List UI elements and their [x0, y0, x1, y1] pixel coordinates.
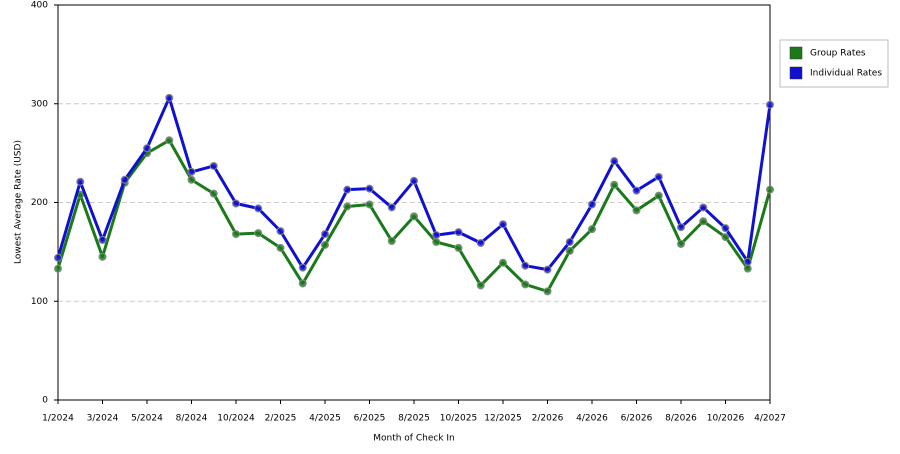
- x-tick-label: 2/2025: [265, 414, 297, 424]
- data-point: [165, 93, 174, 102]
- data-point: [521, 280, 530, 289]
- legend-label: Group Rates: [810, 49, 866, 59]
- data-point: [254, 204, 263, 213]
- data-point: [209, 161, 218, 170]
- data-point: [365, 200, 374, 209]
- data-point: [54, 253, 62, 262]
- data-point: [476, 281, 485, 290]
- x-tick-label: 3/2024: [87, 414, 119, 424]
- y-tick-label: 400: [31, 1, 48, 11]
- data-point: [610, 157, 619, 166]
- x-tick-label: 10/2025: [440, 414, 477, 424]
- data-point: [677, 239, 685, 248]
- data-point: [387, 203, 396, 212]
- data-point: [276, 227, 285, 236]
- data-point: [343, 202, 352, 211]
- x-tick-label: 1/2024: [42, 414, 74, 424]
- data-point: [565, 246, 574, 255]
- data-point: [721, 224, 730, 233]
- data-point: [588, 200, 596, 209]
- x-tick-label: 8/2024: [176, 414, 208, 424]
- y-tick-label: 300: [31, 99, 48, 109]
- data-point: [321, 230, 329, 239]
- x-tick-label: 6/2025: [354, 414, 386, 424]
- data-point: [743, 257, 752, 266]
- data-point: [677, 223, 685, 232]
- data-point: [699, 203, 708, 212]
- x-tick-label: 2/2026: [532, 414, 564, 424]
- data-point: [610, 180, 619, 189]
- data-point: [588, 225, 596, 234]
- x-axis-label: Month of Check In: [373, 434, 455, 444]
- data-point: [632, 186, 641, 195]
- data-point: [298, 279, 307, 288]
- data-point: [98, 252, 107, 261]
- data-point: [454, 243, 463, 252]
- x-tick-label: 4/2027: [754, 414, 786, 424]
- data-point: [543, 287, 552, 296]
- data-point: [543, 265, 552, 274]
- legend-swatch: [789, 46, 803, 60]
- legend-swatch: [789, 66, 803, 80]
- data-point: [232, 199, 240, 208]
- data-point: [410, 212, 418, 221]
- data-point: [298, 263, 307, 272]
- data-point: [254, 229, 263, 238]
- data-point: [454, 228, 463, 237]
- data-point: [54, 264, 62, 273]
- data-point: [654, 191, 663, 200]
- data-point: [521, 261, 530, 270]
- data-point: [365, 184, 374, 193]
- data-point: [76, 177, 85, 186]
- data-point: [143, 144, 151, 153]
- data-point: [499, 258, 507, 267]
- data-point: [766, 185, 774, 194]
- data-point: [654, 172, 663, 181]
- data-point: [209, 189, 218, 198]
- x-tick-label: 6/2026: [621, 414, 653, 424]
- data-point: [187, 167, 196, 176]
- legend-label: Individual Rates: [810, 69, 882, 79]
- data-point: [699, 217, 708, 226]
- data-point: [432, 231, 441, 240]
- y-axis-label: Lowest Average Rate (USD): [14, 140, 24, 264]
- x-tick-label: 12/2025: [484, 414, 521, 424]
- data-point: [120, 175, 129, 184]
- data-point: [766, 100, 774, 109]
- x-tick-label: 4/2025: [309, 414, 341, 424]
- data-point: [187, 175, 196, 184]
- data-point: [165, 136, 174, 145]
- data-point: [632, 206, 641, 215]
- x-tick-label: 10/2024: [217, 414, 255, 424]
- data-point: [98, 236, 107, 245]
- data-point: [476, 238, 485, 247]
- y-tick-label: 100: [31, 297, 48, 307]
- data-point: [743, 264, 752, 273]
- data-point: [721, 233, 730, 242]
- data-point: [232, 230, 240, 239]
- data-point: [432, 238, 441, 246]
- data-point: [410, 176, 418, 185]
- data-point: [565, 238, 574, 246]
- x-tick-label: 8/2026: [665, 414, 697, 424]
- data-point: [343, 185, 352, 194]
- data-point: [499, 220, 507, 229]
- y-tick-label: 0: [42, 396, 48, 406]
- y-tick-label: 200: [31, 198, 48, 208]
- data-point: [321, 240, 329, 249]
- data-point: [387, 237, 396, 246]
- x-tick-label: 8/2025: [398, 414, 430, 424]
- x-tick-label: 4/2026: [576, 414, 608, 424]
- x-tick-label: 5/2024: [131, 414, 163, 424]
- x-tick-label: 10/2026: [707, 414, 745, 424]
- data-point: [276, 243, 285, 252]
